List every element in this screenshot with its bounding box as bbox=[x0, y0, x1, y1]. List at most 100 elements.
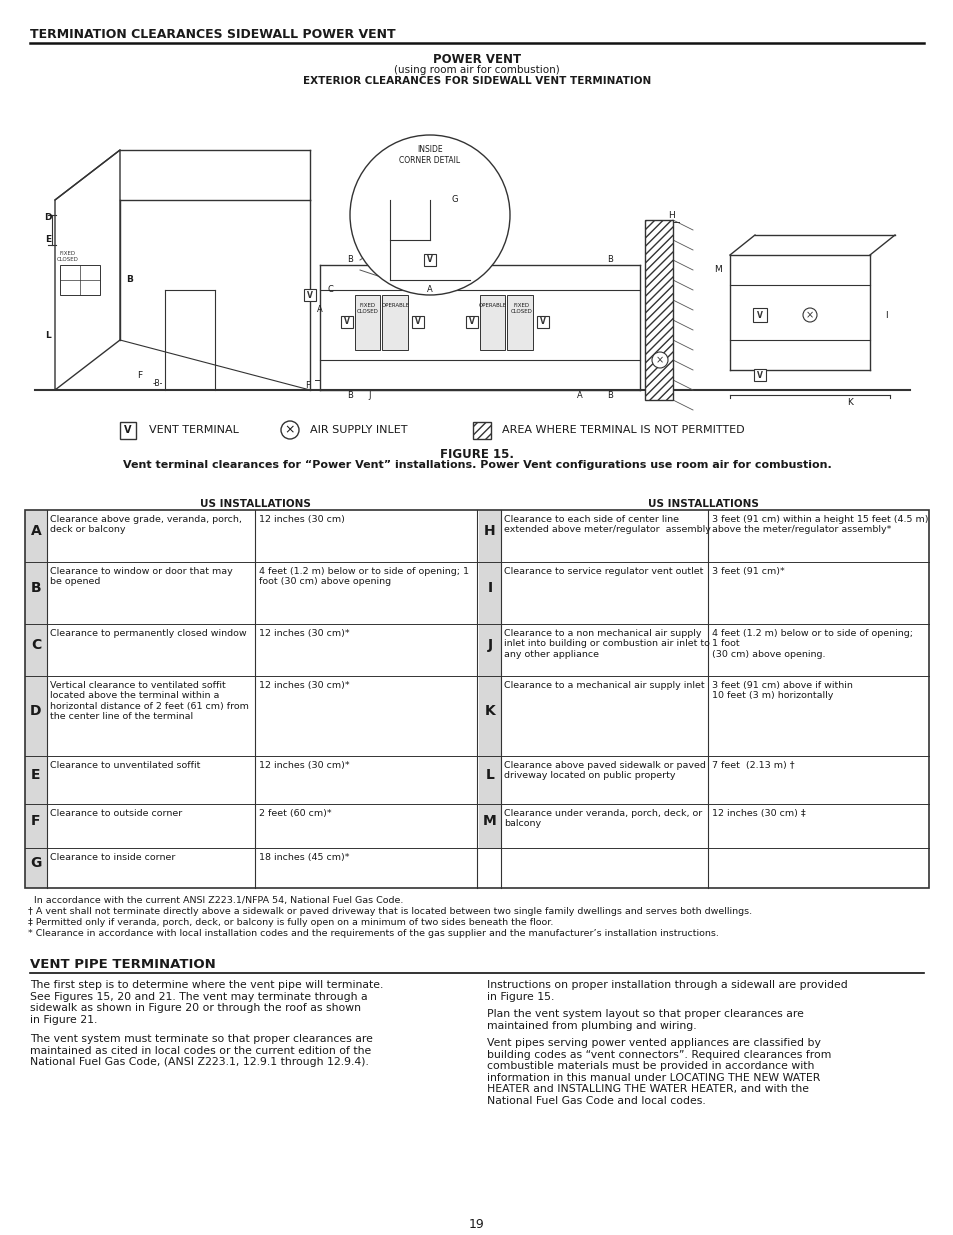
Text: Plan the vent system layout so that proper clearances are
maintained from plumbi: Plan the vent system layout so that prop… bbox=[486, 1009, 803, 1030]
Text: TERMINATION CLEARANCES SIDEWALL POWER VENT: TERMINATION CLEARANCES SIDEWALL POWER VE… bbox=[30, 28, 395, 41]
Text: V: V bbox=[757, 310, 762, 320]
Text: 3 feet (91 cm) within a height 15 feet (4.5 m)
above the meter/regulator assembl: 3 feet (91 cm) within a height 15 feet (… bbox=[711, 515, 927, 535]
Text: F: F bbox=[305, 380, 310, 389]
Text: Clearance to a non mechanical air supply
inlet into building or combustion air i: Clearance to a non mechanical air supply… bbox=[503, 629, 709, 658]
Text: H: H bbox=[484, 524, 496, 538]
Text: † A vent shall not terminate directly above a sidewalk or paved driveway that is: † A vent shall not terminate directly ab… bbox=[28, 906, 751, 916]
Text: M: M bbox=[714, 266, 721, 274]
Bar bbox=[120, 422, 136, 438]
Bar bbox=[25, 848, 47, 888]
Text: The vent system must terminate so that proper clearances are
maintained as cited: The vent system must terminate so that p… bbox=[30, 1034, 373, 1067]
Bar bbox=[382, 295, 408, 350]
Text: Clearance under veranda, porch, deck, or
balcony: Clearance under veranda, porch, deck, or… bbox=[503, 809, 701, 829]
Text: VENT PIPE TERMINATION: VENT PIPE TERMINATION bbox=[30, 958, 215, 971]
Text: AIR SUPPLY INLET: AIR SUPPLY INLET bbox=[303, 425, 407, 435]
Text: FIXED
CLOSED: FIXED CLOSED bbox=[356, 303, 378, 314]
Text: V: V bbox=[415, 317, 420, 326]
Text: FIXED
CLOSED: FIXED CLOSED bbox=[57, 251, 79, 262]
Text: B: B bbox=[606, 256, 612, 264]
Text: 12 inches (30 cm)*: 12 inches (30 cm)* bbox=[258, 680, 349, 690]
Text: 4 feet (1.2 m) below or to side of opening;
1 foot
(30 cm) above opening.: 4 feet (1.2 m) below or to side of openi… bbox=[711, 629, 912, 658]
Text: ×: × bbox=[284, 424, 294, 436]
Bar bbox=[25, 624, 47, 676]
Text: 4 feet (1.2 m) below or to side of opening; 1
foot (30 cm) above opening: 4 feet (1.2 m) below or to side of openi… bbox=[258, 567, 469, 587]
Text: FIXED
CLOSED: FIXED CLOSED bbox=[510, 303, 532, 314]
Text: A: A bbox=[577, 390, 582, 399]
Text: * Clearance in accordance with local installation codes and the requirements of : * Clearance in accordance with local ins… bbox=[28, 929, 719, 939]
Text: The first step is to determine where the vent pipe will terminate.
See Figures 1: The first step is to determine where the… bbox=[30, 981, 383, 1025]
Text: G: G bbox=[452, 195, 457, 205]
Text: ×: × bbox=[805, 310, 813, 320]
Text: D: D bbox=[44, 214, 51, 222]
Text: B: B bbox=[127, 275, 133, 284]
Text: ‡ Permitted only if veranda, porch, deck, or balcony is fully open on a minimum : ‡ Permitted only if veranda, porch, deck… bbox=[28, 918, 553, 927]
Text: POWER VENT: POWER VENT bbox=[433, 53, 520, 65]
Text: I: I bbox=[487, 580, 492, 595]
Bar bbox=[478, 562, 500, 624]
Bar bbox=[355, 295, 380, 350]
Text: E: E bbox=[31, 768, 41, 782]
Text: Clearance to unventilated soffit: Clearance to unventilated soffit bbox=[50, 761, 200, 769]
Bar bbox=[412, 316, 423, 329]
Text: K: K bbox=[846, 398, 852, 408]
Text: 12 inches (30 cm)*: 12 inches (30 cm)* bbox=[258, 629, 349, 638]
Text: Vent pipes serving power vented appliances are classified by
building codes as “: Vent pipes serving power vented applianc… bbox=[486, 1037, 830, 1107]
Text: OPERABLE: OPERABLE bbox=[382, 303, 410, 308]
Text: 3 feet (91 cm)*: 3 feet (91 cm)* bbox=[711, 567, 784, 576]
Text: J: J bbox=[487, 638, 492, 652]
Text: Vent terminal clearances for “Power Vent” installations. Power Vent configuratio: Vent terminal clearances for “Power Vent… bbox=[123, 459, 830, 471]
Text: Clearance to window or door that may
be opened: Clearance to window or door that may be … bbox=[50, 567, 233, 587]
Text: M: M bbox=[482, 814, 497, 827]
Text: US INSTALLATIONS: US INSTALLATIONS bbox=[647, 499, 758, 509]
Text: 12 inches (30 cm) ‡: 12 inches (30 cm) ‡ bbox=[711, 809, 805, 818]
Text: V: V bbox=[757, 370, 762, 379]
Text: 19: 19 bbox=[469, 1218, 484, 1231]
Text: F: F bbox=[31, 814, 41, 827]
Bar bbox=[478, 510, 500, 562]
Polygon shape bbox=[55, 149, 120, 390]
Text: ×: × bbox=[656, 354, 663, 366]
Text: OPERABLE: OPERABLE bbox=[478, 303, 506, 308]
Text: Clearance above grade, veranda, porch,
deck or balcony: Clearance above grade, veranda, porch, d… bbox=[50, 515, 242, 535]
Bar bbox=[340, 316, 353, 329]
Bar bbox=[644, 220, 672, 400]
Text: G: G bbox=[30, 856, 42, 869]
Text: L: L bbox=[485, 768, 494, 782]
Text: 3 feet (91 cm) above if within
10 feet (3 m) horizontally: 3 feet (91 cm) above if within 10 feet (… bbox=[711, 680, 852, 700]
Text: E: E bbox=[45, 236, 51, 245]
Bar bbox=[478, 804, 500, 848]
Text: Clearance to inside corner: Clearance to inside corner bbox=[50, 853, 175, 862]
Bar bbox=[25, 756, 47, 804]
Text: B: B bbox=[30, 580, 41, 595]
Text: 2 feet (60 cm)*: 2 feet (60 cm)* bbox=[258, 809, 332, 818]
Text: Clearance to each side of center line
extended above meter/regulator  assembly: Clearance to each side of center line ex… bbox=[503, 515, 710, 535]
Text: A: A bbox=[30, 524, 41, 538]
Text: B: B bbox=[347, 390, 353, 399]
Text: 12 inches (30 cm): 12 inches (30 cm) bbox=[258, 515, 345, 524]
Bar bbox=[465, 316, 477, 329]
Text: Clearance to permanently closed window: Clearance to permanently closed window bbox=[50, 629, 247, 638]
Circle shape bbox=[350, 135, 510, 295]
Text: AREA WHERE TERMINAL IS NOT PERMITTED: AREA WHERE TERMINAL IS NOT PERMITTED bbox=[495, 425, 744, 435]
Text: V: V bbox=[469, 317, 475, 326]
Text: J: J bbox=[369, 390, 371, 399]
Text: K: K bbox=[484, 704, 495, 718]
Text: -B-: -B- bbox=[152, 378, 163, 388]
Bar bbox=[478, 756, 500, 804]
Circle shape bbox=[651, 352, 667, 368]
Text: In accordance with the current ANSI Z223.1/NFPA 54, National Fuel Gas Code.: In accordance with the current ANSI Z223… bbox=[28, 897, 403, 905]
Text: FIGURE 15.: FIGURE 15. bbox=[439, 448, 514, 461]
Bar bbox=[478, 624, 500, 676]
Text: (using room air for combustion): (using room air for combustion) bbox=[394, 65, 559, 75]
Bar bbox=[479, 295, 505, 350]
Bar bbox=[507, 295, 533, 350]
Text: D: D bbox=[30, 704, 42, 718]
Bar bbox=[752, 308, 766, 322]
Bar bbox=[478, 676, 500, 756]
Text: 12 inches (30 cm)*: 12 inches (30 cm)* bbox=[258, 761, 349, 769]
Text: A: A bbox=[427, 285, 433, 294]
Text: L: L bbox=[45, 331, 51, 340]
Text: Clearance to a mechanical air supply inlet: Clearance to a mechanical air supply inl… bbox=[503, 680, 704, 690]
Bar bbox=[473, 422, 491, 438]
Bar bbox=[25, 510, 47, 562]
